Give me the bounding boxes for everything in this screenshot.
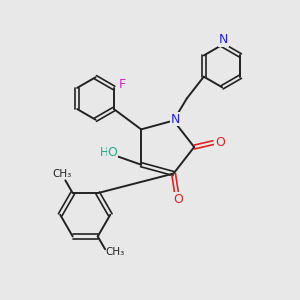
Text: CH₃: CH₃ [105,247,124,256]
Text: N: N [170,112,180,126]
Text: O: O [215,136,225,148]
Text: O: O [173,193,183,206]
Text: H: H [99,146,108,159]
Text: N: N [219,33,228,46]
Text: CH₃: CH₃ [52,169,71,179]
Text: F: F [118,78,126,92]
Text: O: O [108,146,118,159]
